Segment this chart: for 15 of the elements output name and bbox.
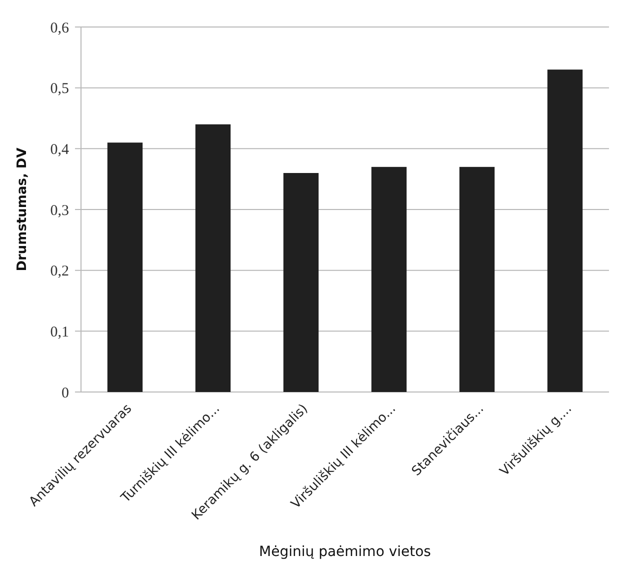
y-tick-label: 0,2 bbox=[50, 264, 69, 280]
y-tick-label: 0 bbox=[62, 385, 69, 402]
y-tick-label: 0,4 bbox=[50, 142, 70, 158]
bar bbox=[283, 173, 319, 392]
y-tick-label: 0,5 bbox=[50, 81, 69, 98]
x-axis-title: Mėginių paėmimo vietos bbox=[259, 544, 431, 560]
bar bbox=[547, 70, 583, 392]
bar bbox=[107, 142, 143, 392]
bar bbox=[371, 166, 407, 392]
y-tick-label: 0,1 bbox=[50, 324, 69, 340]
y-axis-title: Drumstumas, DV bbox=[15, 148, 30, 272]
bar bbox=[195, 124, 231, 392]
bar bbox=[459, 166, 495, 392]
y-tick-label: 0,3 bbox=[50, 202, 69, 219]
y-tick-label: 0,6 bbox=[50, 20, 70, 36]
